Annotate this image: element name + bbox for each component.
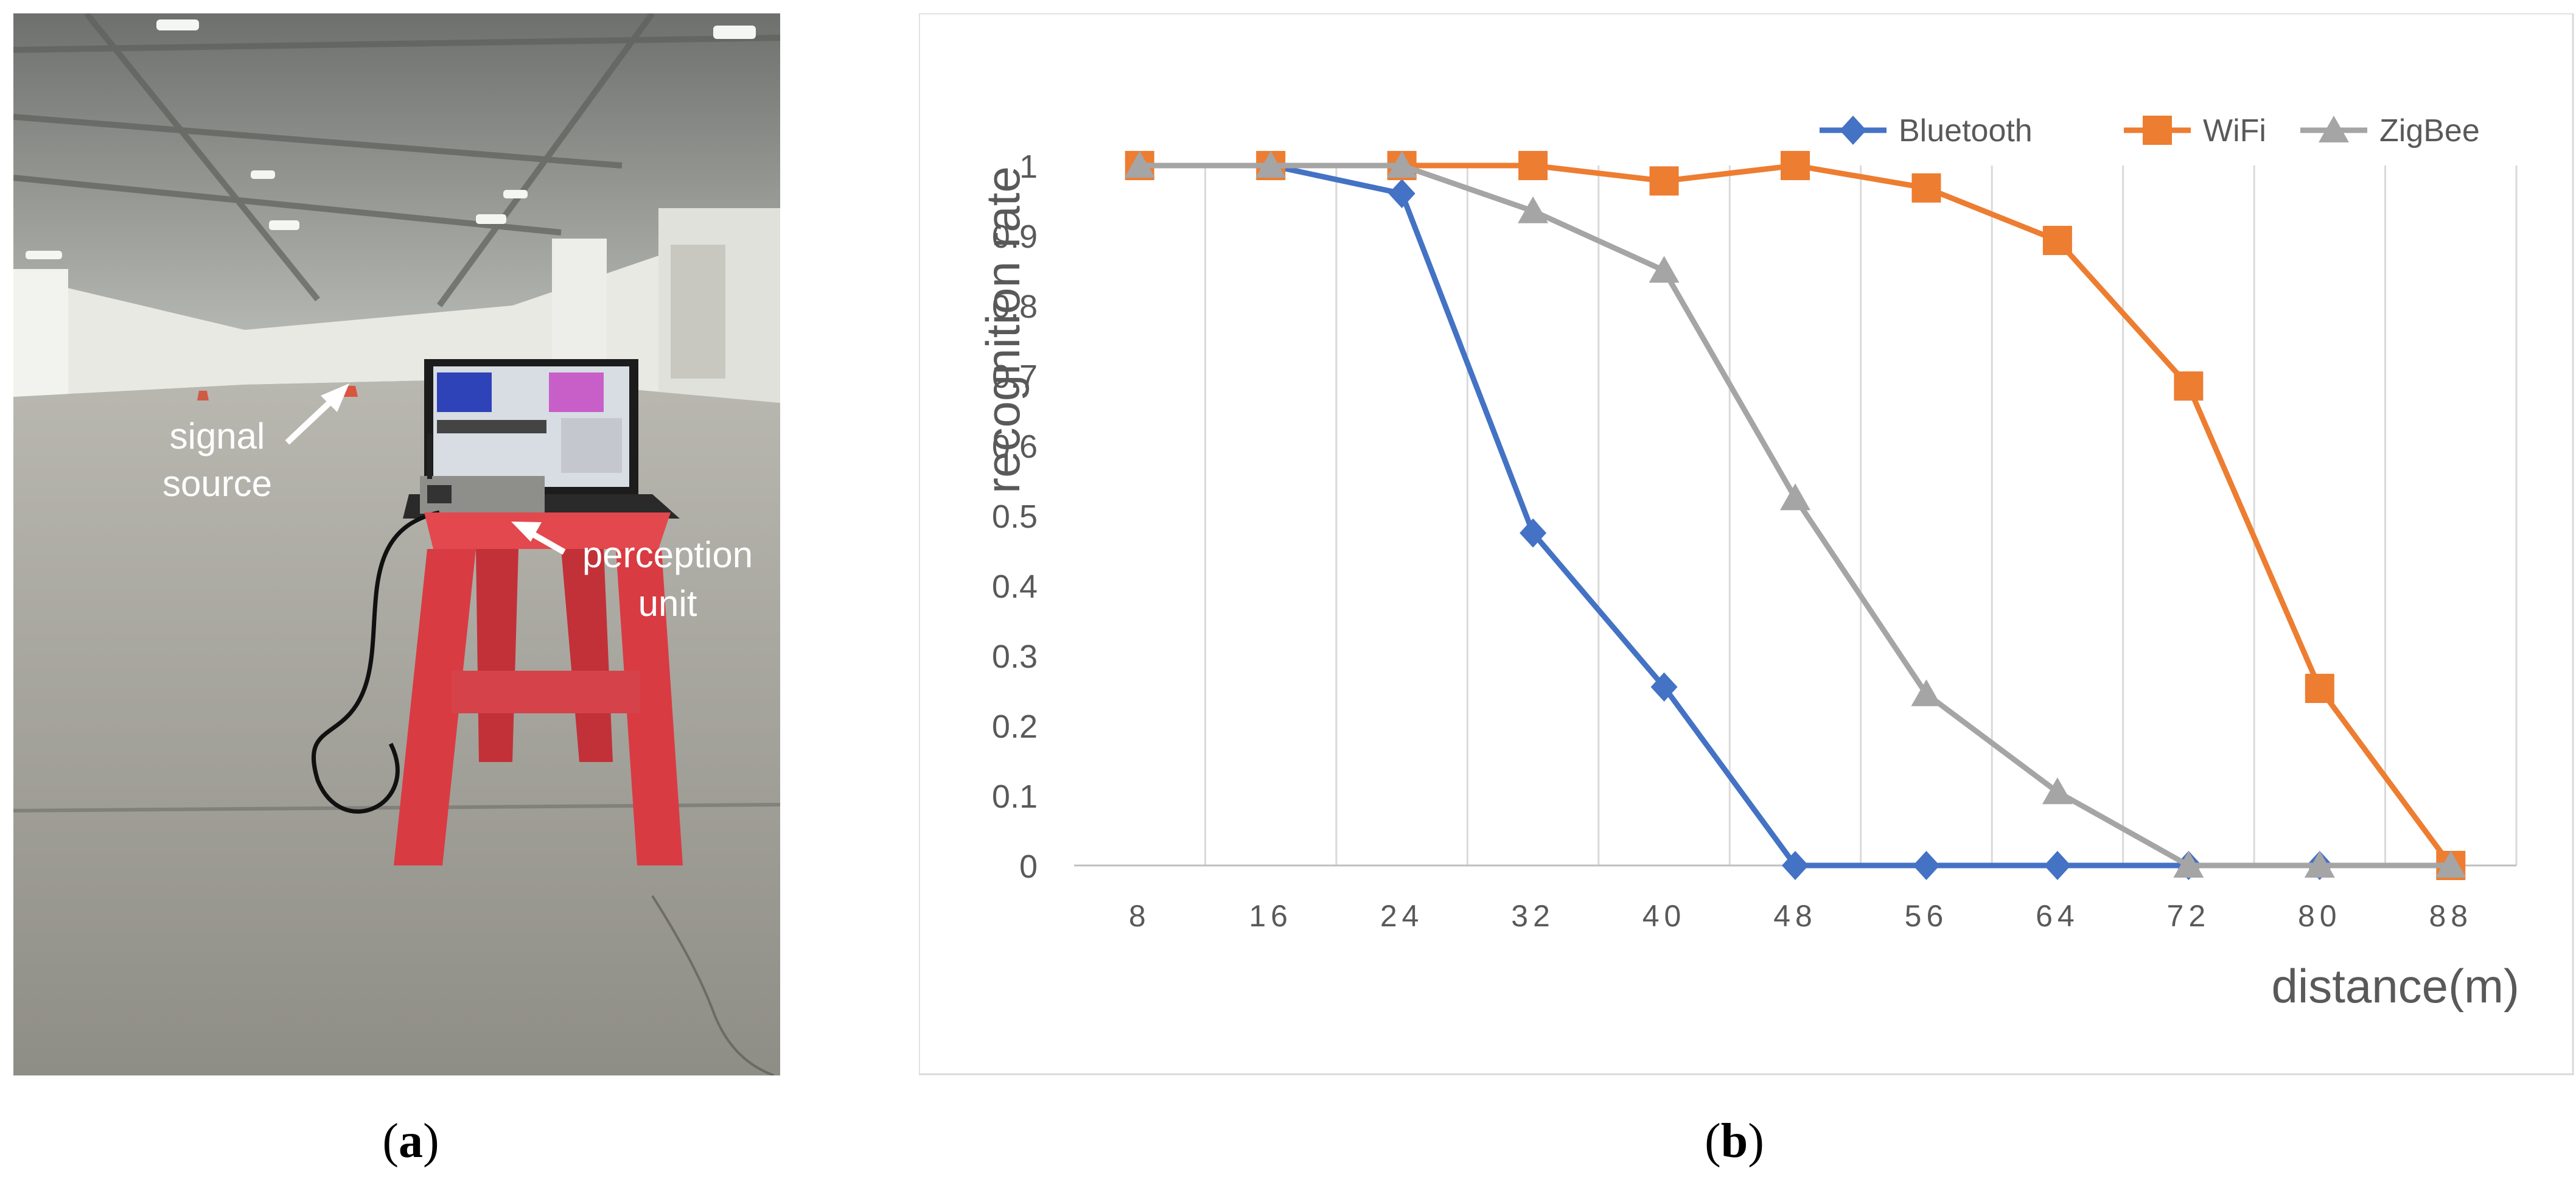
legend-label-wifi: WiFi <box>2203 113 2266 149</box>
signal-source-label-line2: source <box>162 463 272 504</box>
y-tick-label: 1 <box>1019 149 1038 185</box>
data-point-zigbee <box>1649 256 1680 283</box>
y-tick-label: 0.2 <box>992 708 1038 745</box>
perception-unit-label-line2: unit <box>638 583 697 624</box>
data-point-zigbee <box>1780 483 1810 511</box>
y-tick-label: 0.4 <box>992 568 1038 605</box>
y-tick-label: 0.7 <box>992 358 1038 395</box>
signal-source-label-line1: signal <box>170 416 265 456</box>
data-point-wifi <box>2042 226 2072 256</box>
x-tick-label: 64 <box>2036 899 2079 933</box>
legend-item-zigbee: ZigBee <box>2300 113 2480 149</box>
legend-item-wifi: WiFi <box>2124 113 2266 149</box>
data-point-zigbee <box>1386 151 1417 178</box>
perception-unit-annotation: perception unit <box>511 522 753 624</box>
caption-a: (a) <box>382 1114 439 1168</box>
y-tick-label: 0.1 <box>992 778 1038 815</box>
y-tick-label: 0 <box>1019 848 1038 885</box>
data-point-zigbee <box>2435 851 2466 878</box>
signal-source-annotation: signal source <box>162 383 349 504</box>
data-point-wifi <box>1911 173 1941 203</box>
data-point-bluetooth <box>1650 672 1678 702</box>
perception-unit-label-line1: perception <box>582 534 753 575</box>
y-tick-label: 0.6 <box>992 428 1038 465</box>
data-point-zigbee <box>1911 679 1942 707</box>
y-tick-label: 0.9 <box>992 218 1038 255</box>
x-tick-label: 72 <box>2167 899 2211 933</box>
red-stool <box>394 512 683 865</box>
data-point-bluetooth <box>1520 518 1547 548</box>
y-tick-label: 0.5 <box>992 498 1038 535</box>
legend-label-zigbee: ZigBee <box>2379 113 2480 149</box>
photo-panel: signal source perception unit <box>13 13 780 1075</box>
data-point-zigbee <box>1518 196 1549 223</box>
data-point-wifi <box>1649 166 1679 196</box>
data-point-bluetooth <box>2044 851 2071 880</box>
x-tick-label: 80 <box>2298 899 2342 933</box>
x-tick-label: 16 <box>1249 899 1293 933</box>
x-axis-title: distance(m) <box>2272 959 2519 1013</box>
data-point-zigbee <box>1255 151 1286 178</box>
data-point-wifi <box>2305 674 2334 704</box>
cable <box>311 510 440 814</box>
legend-item-bluetooth: Bluetooth <box>1820 113 2033 149</box>
data-point-wifi <box>2174 371 2204 401</box>
data-point-zigbee <box>2173 851 2204 878</box>
x-tick-label: 56 <box>1905 899 1949 933</box>
y-axis-tick-labels: 0 0.1 0.2 0.3 0.4 0.5 0.6 0.7 0.8 0.9 1 <box>992 149 1038 885</box>
data-point-zigbee <box>2304 851 2335 878</box>
x-axis-tick-labels: 8 16 24 32 40 48 56 64 72 80 88 <box>1129 899 2473 933</box>
y-tick-label: 0.8 <box>992 288 1038 325</box>
data-point-bluetooth <box>1913 851 1940 880</box>
legend-marker-bluetooth <box>1840 116 1866 145</box>
x-tick-label: 8 <box>1129 899 1151 933</box>
series-zigbee <box>1124 151 2466 878</box>
caption-a-letter: a <box>399 1114 423 1168</box>
x-tick-label: 48 <box>1773 899 1817 933</box>
legend-marker-zigbee <box>2319 116 2349 142</box>
grid-lines <box>1204 166 2518 865</box>
x-tick-label: 40 <box>1642 899 1686 933</box>
legend-marker-wifi <box>2143 116 2172 145</box>
data-point-wifi <box>1781 151 1810 180</box>
chart-panel: 0 0.1 0.2 0.3 0.4 0.5 0.6 0.7 0.8 0.9 1 8 16 24 32 40 4… <box>919 13 2574 1075</box>
caption-b: (b) <box>1705 1114 1764 1168</box>
data-series <box>1124 151 2466 880</box>
legend: Bluetooth WiFi ZigBee <box>1820 113 2480 149</box>
legend-label-bluetooth: Bluetooth <box>1899 113 2033 149</box>
perception-unit-device <box>420 433 545 514</box>
data-point-bluetooth <box>1388 179 1415 208</box>
data-point-zigbee <box>2042 777 2073 805</box>
x-tick-label: 24 <box>1380 899 1424 933</box>
y-tick-label: 0.3 <box>992 638 1038 675</box>
x-tick-label: 32 <box>1511 899 1555 933</box>
x-tick-label: 88 <box>2429 899 2473 933</box>
data-point-zigbee <box>1124 151 1155 178</box>
caption-b-letter: b <box>1720 1114 1748 1168</box>
laptop <box>403 359 680 519</box>
data-point-bluetooth <box>1782 851 1809 880</box>
y-axis-title: recognition rate <box>976 166 1030 494</box>
data-point-wifi <box>1518 151 1548 180</box>
